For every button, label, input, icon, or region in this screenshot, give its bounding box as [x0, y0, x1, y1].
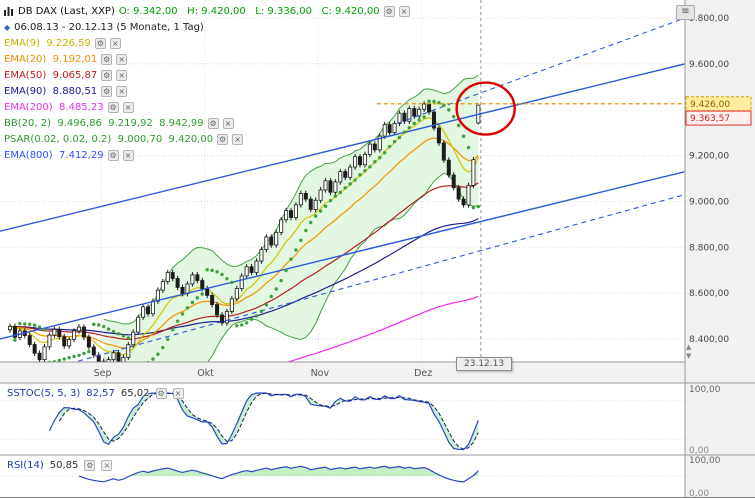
close-icon[interactable]: × — [398, 5, 410, 17]
close-icon[interactable]: × — [122, 149, 134, 161]
legend-item-ema9: EMA(9) 9.226,59 ⚙ × — [4, 35, 410, 51]
close-icon[interactable]: × — [172, 388, 184, 399]
instrument-title: DB DAX (Last, XXP) — [18, 5, 115, 17]
main-pane[interactable] — [0, 0, 685, 407]
svg-text:9.000,00: 9.000,00 — [689, 197, 729, 207]
sstoc-d-value: 65,02 — [120, 388, 150, 399]
legend-item-psar: PSAR(0.02, 0.02, 0.2) 9.000,70 9.420,00 … — [4, 131, 410, 147]
close-icon[interactable]: × — [222, 117, 234, 129]
panel-menu-icon[interactable]: ≡ — [676, 5, 695, 20]
rsi-label: RSI(14) — [7, 460, 44, 471]
close-icon[interactable]: × — [101, 460, 113, 471]
legend-item-ema800: EMA(800) 7.412,29 ⚙ × — [4, 147, 410, 163]
rsi-fill — [79, 466, 479, 476]
svg-text:9.426,00: 9.426,00 — [690, 100, 730, 110]
ema-90-line — [9, 218, 479, 336]
legend-item-label: EMA(20) 9.192,01 — [4, 53, 98, 65]
settings-icon[interactable]: ⚙ — [107, 149, 119, 161]
close-icon[interactable]: × — [116, 53, 128, 65]
settings-icon[interactable]: ⚙ — [94, 37, 106, 49]
legend-item-label: EMA(800) 7.412,29 — [4, 149, 104, 161]
svg-text:100,00: 100,00 — [689, 385, 721, 395]
svg-text:▲: ▲ — [686, 343, 692, 351]
sstoc-legend: SSTOC(5, 5, 3) 82,57 65,02 ⚙ × — [7, 388, 184, 399]
chart-legend: DB DAX (Last, XXP) O: 9.342,00 H: 9.420,… — [4, 3, 410, 163]
bar-chart-icon — [4, 6, 14, 16]
close-icon[interactable]: × — [232, 133, 244, 145]
legend-item-label: EMA(200) 8.485,23 — [4, 101, 104, 113]
settings-icon[interactable]: ⚙ — [207, 117, 219, 129]
svg-text:Nov: Nov — [311, 368, 330, 379]
legend-item-label: EMA(90) 8.880,51 — [4, 85, 98, 97]
svg-text:Okt: Okt — [197, 368, 214, 379]
svg-text:0,00: 0,00 — [689, 446, 709, 456]
settings-icon[interactable]: ⚙ — [217, 133, 229, 145]
svg-text:Dez: Dez — [414, 368, 432, 379]
rsi-value: 50,85 — [49, 460, 79, 471]
sstoc-panel[interactable]: 100,00 0,00 — [0, 385, 721, 456]
trendline-layer[interactable] — [0, 17, 685, 383]
date-range: 06.08.13 - 20.12.13 (5 Monate, 1 Tag) — [14, 21, 204, 33]
settings-icon[interactable]: ⚙ — [155, 388, 167, 399]
legend-item-label: PSAR(0.02, 0.02, 0.2) 9.000,70 9.420,00 — [4, 133, 214, 145]
ema-20-line — [9, 137, 479, 349]
settings-icon[interactable]: ⚙ — [101, 53, 113, 65]
candles-layer — [7, 101, 481, 362]
highlight-circle-annotation[interactable] — [455, 81, 516, 136]
legend-item-ema90: EMA(90) 8.880,51 ⚙ × — [4, 83, 410, 99]
legend-item-label: EMA(50) 9.065,87 — [4, 69, 98, 81]
settings-icon[interactable]: ⚙ — [84, 460, 96, 471]
svg-text:▼: ▼ — [686, 352, 692, 360]
date-range-row: ◆ 06.08.13 - 20.12.13 (5 Monate, 1 Tag) — [4, 19, 410, 35]
svg-text:9.363,57: 9.363,57 — [690, 114, 730, 124]
psar-layer — [13, 99, 481, 362]
settings-icon[interactable]: ⚙ — [383, 5, 395, 17]
sstoc-label: SSTOC(5, 5, 3) — [7, 388, 81, 399]
legend-item-ema20: EMA(20) 9.192,01 ⚙ × — [4, 51, 410, 67]
sstoc-d-line — [58, 392, 479, 450]
last-price-label: 9.363,57 — [685, 110, 752, 126]
legend-item-ema200: EMA(200) 8.485,23 ⚙ × — [4, 99, 410, 115]
price-axis[interactable]: 9.800,00 9.600,00 9.200,00 9.000,00 8.800,00… — [689, 14, 729, 345]
svg-text:9.200,00: 9.200,00 — [689, 152, 729, 162]
time-axis[interactable]: Sep Okt Nov Dez — [94, 368, 433, 379]
close-icon[interactable]: × — [116, 69, 128, 81]
svg-text:8.600,00: 8.600,00 — [689, 289, 729, 299]
svg-text:Sep: Sep — [94, 368, 112, 379]
date-tooltip: 23.12.13 — [456, 357, 513, 371]
svg-text:9.800,00: 9.800,00 — [689, 14, 729, 24]
ohlc-values: O: 9.342,00 H: 9.420,00 L: 9.336,00 C: 9… — [118, 5, 380, 17]
legend-item-label: EMA(9) 9.226,59 — [4, 37, 91, 49]
axis-scroll-arrows[interactable]: ▲▼ — [686, 343, 692, 360]
close-icon[interactable]: × — [122, 101, 134, 113]
settings-icon[interactable]: ⚙ — [107, 101, 119, 113]
legend-item-bb: BB(20, 2) 9.496,86 9.219,92 8.942,99 ⚙ × — [4, 115, 410, 131]
rsi-legend: RSI(14) 50,85 ⚙ × — [7, 460, 113, 471]
sstoc-k-value: 82,57 — [86, 388, 115, 399]
rsi-line — [78, 465, 479, 483]
settings-icon[interactable]: ⚙ — [101, 69, 113, 81]
legend-item-ema50: EMA(50) 9.065,87 ⚙ × — [4, 67, 410, 83]
legend-item-label: BB(20, 2) 9.496,86 9.219,92 8.942,99 — [4, 117, 204, 129]
settings-icon[interactable]: ⚙ — [101, 85, 113, 97]
close-icon[interactable]: × — [116, 85, 128, 97]
ema-50-line — [9, 182, 479, 341]
date-range-icon: ◆ — [4, 22, 11, 32]
bollinger-lower — [207, 172, 479, 362]
svg-text:9.600,00: 9.600,00 — [689, 60, 729, 70]
instrument-row: DB DAX (Last, XXP) O: 9.342,00 H: 9.420,… — [4, 3, 410, 19]
svg-text:8.400,00: 8.400,00 — [689, 335, 729, 345]
rsi-panel[interactable]: 100,00 0,00 — [0, 456, 721, 498]
svg-text:0,00: 0,00 — [689, 489, 709, 498]
ema-200-line — [286, 295, 479, 362]
svg-text:8.800,00: 8.800,00 — [689, 243, 729, 253]
alert-price-label[interactable]: 9.426,00 — [685, 96, 752, 112]
svg-text:100,00: 100,00 — [689, 456, 721, 466]
close-icon[interactable]: × — [109, 37, 121, 49]
